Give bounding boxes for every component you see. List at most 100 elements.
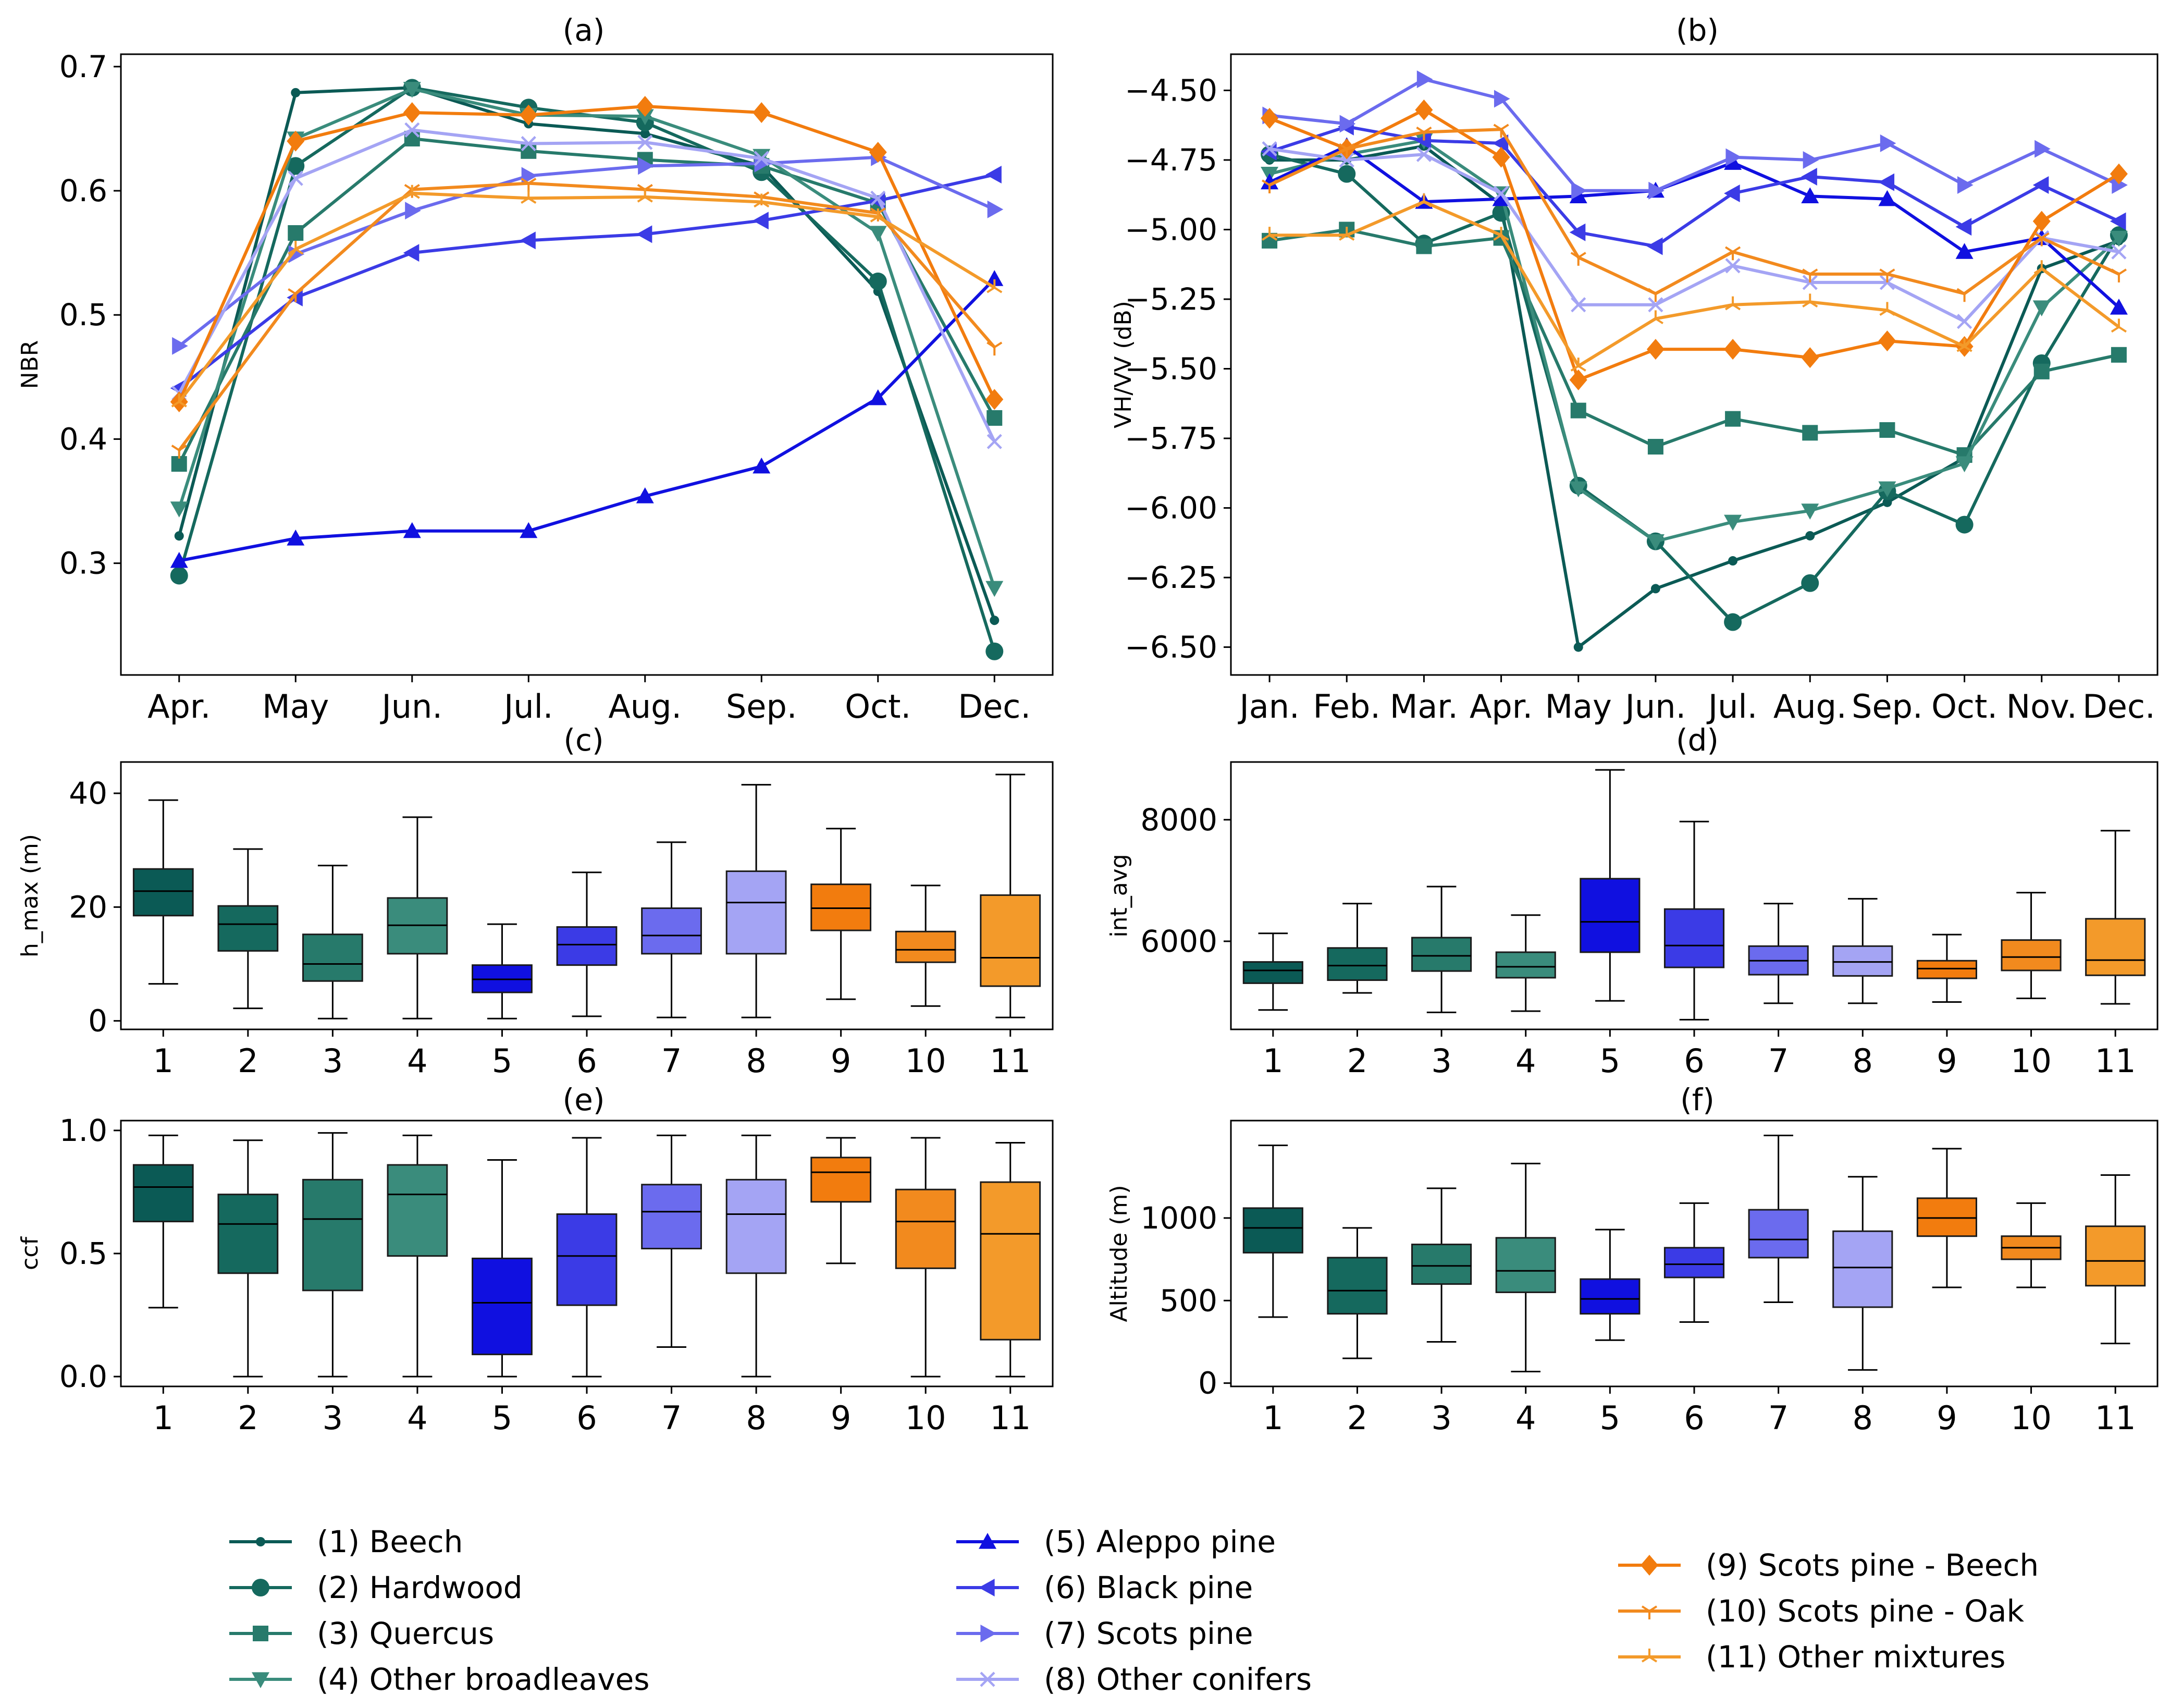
data-point — [1878, 173, 1895, 191]
box-1 — [1242, 1145, 1303, 1318]
box-body — [1916, 1197, 1977, 1237]
box-10 — [895, 884, 956, 1007]
y-tick-label: −5.75 — [1125, 421, 1217, 456]
x-tick-label: 10 — [905, 1399, 946, 1437]
y-axis-label: int_avg — [1106, 854, 1132, 937]
data-point — [1956, 314, 1972, 329]
data-point — [1724, 185, 1740, 203]
x-tick-label: 7 — [661, 1042, 682, 1080]
data-point — [1725, 411, 1741, 427]
box-body — [980, 894, 1041, 987]
box-body — [2001, 939, 2062, 972]
data-point — [987, 434, 1002, 449]
x-tick-label: Jun. — [1623, 687, 1686, 726]
box-9 — [810, 828, 872, 1000]
legend: (1) Beech (2) Hardwood (3) Quercus (4) Othe… — [229, 1524, 2039, 1697]
box-2 — [217, 1139, 279, 1378]
legend-label: (6) Black pine — [1044, 1570, 1253, 1605]
data-point — [754, 193, 770, 208]
x-tick-label: 4 — [407, 1399, 427, 1437]
data-point — [170, 551, 188, 568]
data-point — [1415, 131, 1432, 150]
data-point — [1646, 237, 1663, 255]
box-body — [1495, 951, 1556, 979]
series-6 — [1261, 117, 2126, 255]
data-point — [1801, 347, 1819, 368]
panel-d: (d) 6000 8000 1 2 3 4 5 6 7 8 9 10 11 int_avg — [1106, 722, 2159, 1080]
x-tick-label: May — [1545, 687, 1612, 726]
data-point — [869, 226, 887, 242]
data-point — [2111, 244, 2127, 260]
series-2 — [170, 79, 1004, 660]
panel-e: (e) 0.0 0.5 1.0 1 2 3 4 5 6 7 8 9 10 11 ccf — [17, 1082, 1054, 1437]
x-tick-label: 5 — [1600, 1042, 1620, 1080]
data-point — [1261, 107, 1279, 129]
box-6 — [556, 871, 618, 1017]
box-body — [725, 1178, 787, 1274]
box-3 — [1411, 886, 1472, 1013]
data-point — [1569, 369, 1587, 390]
data-point — [2033, 232, 2050, 247]
legend-item: (5) Aleppo pine — [956, 1524, 1276, 1559]
legend-item: (7) Scots pine — [956, 1616, 1253, 1651]
box-8 — [725, 784, 787, 1018]
data-point — [753, 212, 769, 230]
box-body — [980, 1181, 1041, 1341]
data-point — [987, 341, 1003, 356]
box-body — [1411, 1244, 1472, 1285]
box-6 — [556, 1137, 618, 1378]
x-tick-label: Apr. — [1470, 687, 1533, 726]
data-point — [404, 122, 420, 138]
legend-marker — [1641, 1605, 1658, 1619]
y-tick-label: 8000 — [1140, 802, 1217, 838]
plot-frame — [120, 761, 1054, 1030]
box-body — [302, 1178, 363, 1292]
x-tick-label: 6 — [576, 1399, 597, 1437]
legend-item: (11) Other mixtures — [1618, 1639, 2006, 1675]
legend-item: (8) Other conifers — [956, 1662, 1312, 1697]
data-point — [403, 522, 421, 538]
data-point — [1801, 503, 1819, 520]
data-point — [170, 567, 188, 585]
series-5 — [1261, 137, 2128, 315]
data-point — [1415, 99, 1433, 120]
box-body — [302, 933, 363, 982]
data-point — [1570, 252, 1586, 266]
data-point — [2110, 212, 2126, 230]
data-point — [1569, 481, 1587, 498]
box-body — [132, 868, 194, 917]
box-7 — [1748, 1135, 1809, 1303]
data-point — [1569, 223, 1586, 241]
data-point — [1801, 167, 1817, 186]
box-body — [1327, 1257, 1388, 1315]
series-line — [178, 137, 996, 465]
data-point — [1724, 296, 1741, 311]
data-point — [1570, 402, 1586, 419]
data-point — [1261, 227, 1278, 241]
series-line — [177, 87, 996, 589]
box-body — [472, 1257, 533, 1356]
data-point — [287, 130, 305, 152]
data-point — [2033, 260, 2050, 274]
legend-marker — [256, 1537, 265, 1546]
data-point — [1955, 515, 1974, 534]
data-point — [2111, 318, 2127, 333]
x-tick-label: 1 — [1263, 1399, 1283, 1437]
series-9 — [170, 96, 1004, 412]
panel-f: (f) 0 500 1000 1 2 3 4 5 6 7 8 9 10 11 Altitude (m) — [1106, 1082, 2159, 1437]
data-point — [753, 102, 771, 123]
x-tick-label: Jan. — [1237, 687, 1299, 726]
data-point — [1957, 176, 1974, 194]
data-point — [2111, 347, 2127, 363]
legend-marker — [252, 1672, 269, 1688]
box-body — [556, 926, 618, 966]
box-10 — [2001, 1202, 2062, 1288]
data-point — [1492, 146, 1510, 168]
y-axis-label: VH/VV (dB) — [1110, 301, 1137, 428]
box-6 — [1663, 1202, 1725, 1323]
data-point — [1493, 227, 1509, 241]
box-body — [1916, 960, 1977, 979]
x-tick-label: 11 — [990, 1399, 1031, 1437]
data-point — [869, 142, 887, 163]
x-tick-label: Jun. — [379, 687, 442, 726]
